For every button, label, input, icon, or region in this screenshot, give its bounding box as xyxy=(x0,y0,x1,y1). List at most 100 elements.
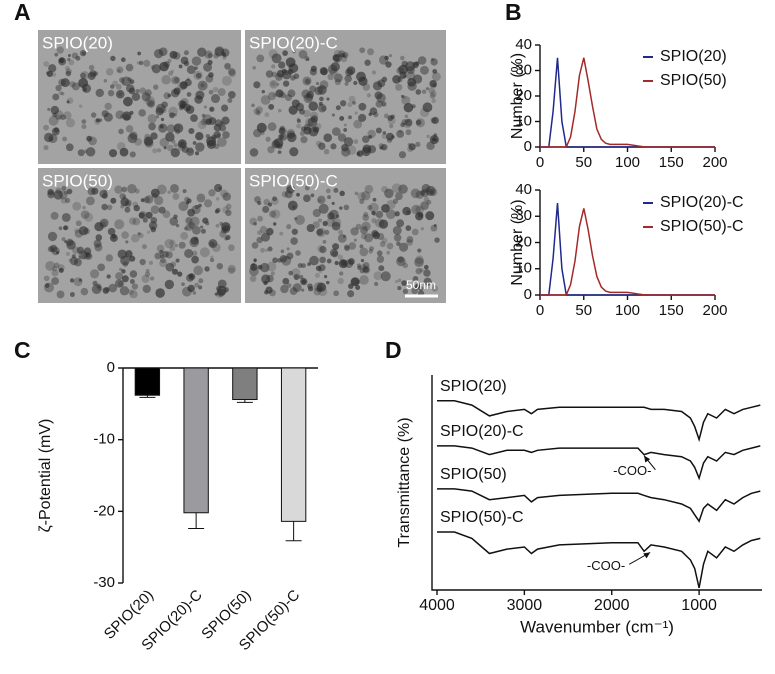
particle xyxy=(205,74,214,83)
particle xyxy=(401,119,408,126)
particle xyxy=(278,61,286,69)
particle xyxy=(317,103,327,113)
x-tick-label: 50 xyxy=(575,154,592,171)
particle xyxy=(161,101,168,108)
error-bar xyxy=(236,399,253,403)
particle xyxy=(97,263,106,272)
particle xyxy=(414,284,420,290)
particle xyxy=(186,273,194,282)
particle xyxy=(271,140,280,149)
particle xyxy=(94,243,103,252)
particle xyxy=(265,136,271,142)
particle xyxy=(344,74,352,83)
particle xyxy=(194,95,203,104)
particle xyxy=(334,78,342,86)
particle xyxy=(357,265,362,271)
particle xyxy=(267,91,277,101)
particle xyxy=(381,143,388,151)
particle xyxy=(381,145,387,151)
particle xyxy=(411,204,421,215)
particle xyxy=(318,101,323,106)
particle xyxy=(415,267,422,275)
particle xyxy=(319,256,326,264)
particle xyxy=(309,111,319,120)
particle xyxy=(327,195,332,200)
particle xyxy=(174,244,178,248)
particle xyxy=(400,55,405,61)
particle xyxy=(315,81,320,86)
particle xyxy=(115,110,125,120)
particle xyxy=(204,266,210,272)
particle xyxy=(119,193,126,200)
particle xyxy=(307,262,311,266)
particle xyxy=(171,76,180,85)
x-tick-label: 200 xyxy=(702,154,727,171)
particle xyxy=(78,278,82,282)
particle xyxy=(144,195,154,204)
particle xyxy=(58,57,65,64)
particle xyxy=(139,87,147,94)
particle xyxy=(329,209,339,220)
particle xyxy=(292,283,302,293)
particle xyxy=(422,102,433,113)
particle xyxy=(361,135,370,144)
particle xyxy=(289,287,298,295)
particle xyxy=(80,251,89,260)
axis-line xyxy=(431,375,762,591)
particle xyxy=(388,54,393,58)
particle xyxy=(101,192,108,199)
particle xyxy=(156,148,162,153)
particle xyxy=(114,219,125,230)
particle xyxy=(160,117,165,122)
particle xyxy=(69,292,75,298)
particle xyxy=(110,55,116,62)
particle xyxy=(141,92,151,102)
particle xyxy=(319,245,327,254)
particle xyxy=(220,227,228,234)
particle xyxy=(191,56,202,66)
particle xyxy=(156,184,167,195)
particle xyxy=(306,224,315,233)
particle xyxy=(361,191,371,201)
particle xyxy=(276,82,280,86)
error-bar xyxy=(139,395,156,398)
particle xyxy=(228,90,236,99)
particle xyxy=(192,225,201,235)
particle xyxy=(295,102,305,112)
particle xyxy=(333,53,342,63)
particle xyxy=(406,236,414,243)
particle xyxy=(260,247,265,253)
particle xyxy=(358,102,367,111)
particle xyxy=(58,267,64,273)
particle xyxy=(396,256,406,267)
particle xyxy=(423,269,431,277)
micrograph-label: SPIO(50) xyxy=(42,171,113,190)
particle xyxy=(405,129,412,136)
particle xyxy=(198,203,202,208)
particle xyxy=(420,65,429,75)
particle xyxy=(272,257,278,264)
y-tick-label: 20 xyxy=(515,233,532,250)
panel-label: D xyxy=(385,337,402,363)
error-bar xyxy=(285,521,302,542)
particle xyxy=(178,201,189,212)
x-tick-label: 0 xyxy=(536,154,544,171)
particle xyxy=(103,78,108,83)
particle xyxy=(189,237,199,248)
particle xyxy=(405,225,412,231)
bar xyxy=(134,367,161,396)
particle xyxy=(342,234,347,239)
particle xyxy=(360,258,365,263)
x-tick-label: 200 xyxy=(702,302,727,319)
particle xyxy=(81,124,87,130)
legend-label: SPIO(50)-C xyxy=(660,218,744,235)
particle xyxy=(151,192,158,199)
particle xyxy=(95,118,100,123)
particle xyxy=(326,258,332,264)
particle xyxy=(298,274,304,280)
particle xyxy=(124,206,131,213)
particle xyxy=(402,206,411,216)
particle xyxy=(415,119,422,126)
particle xyxy=(319,67,328,76)
particle xyxy=(286,252,294,260)
